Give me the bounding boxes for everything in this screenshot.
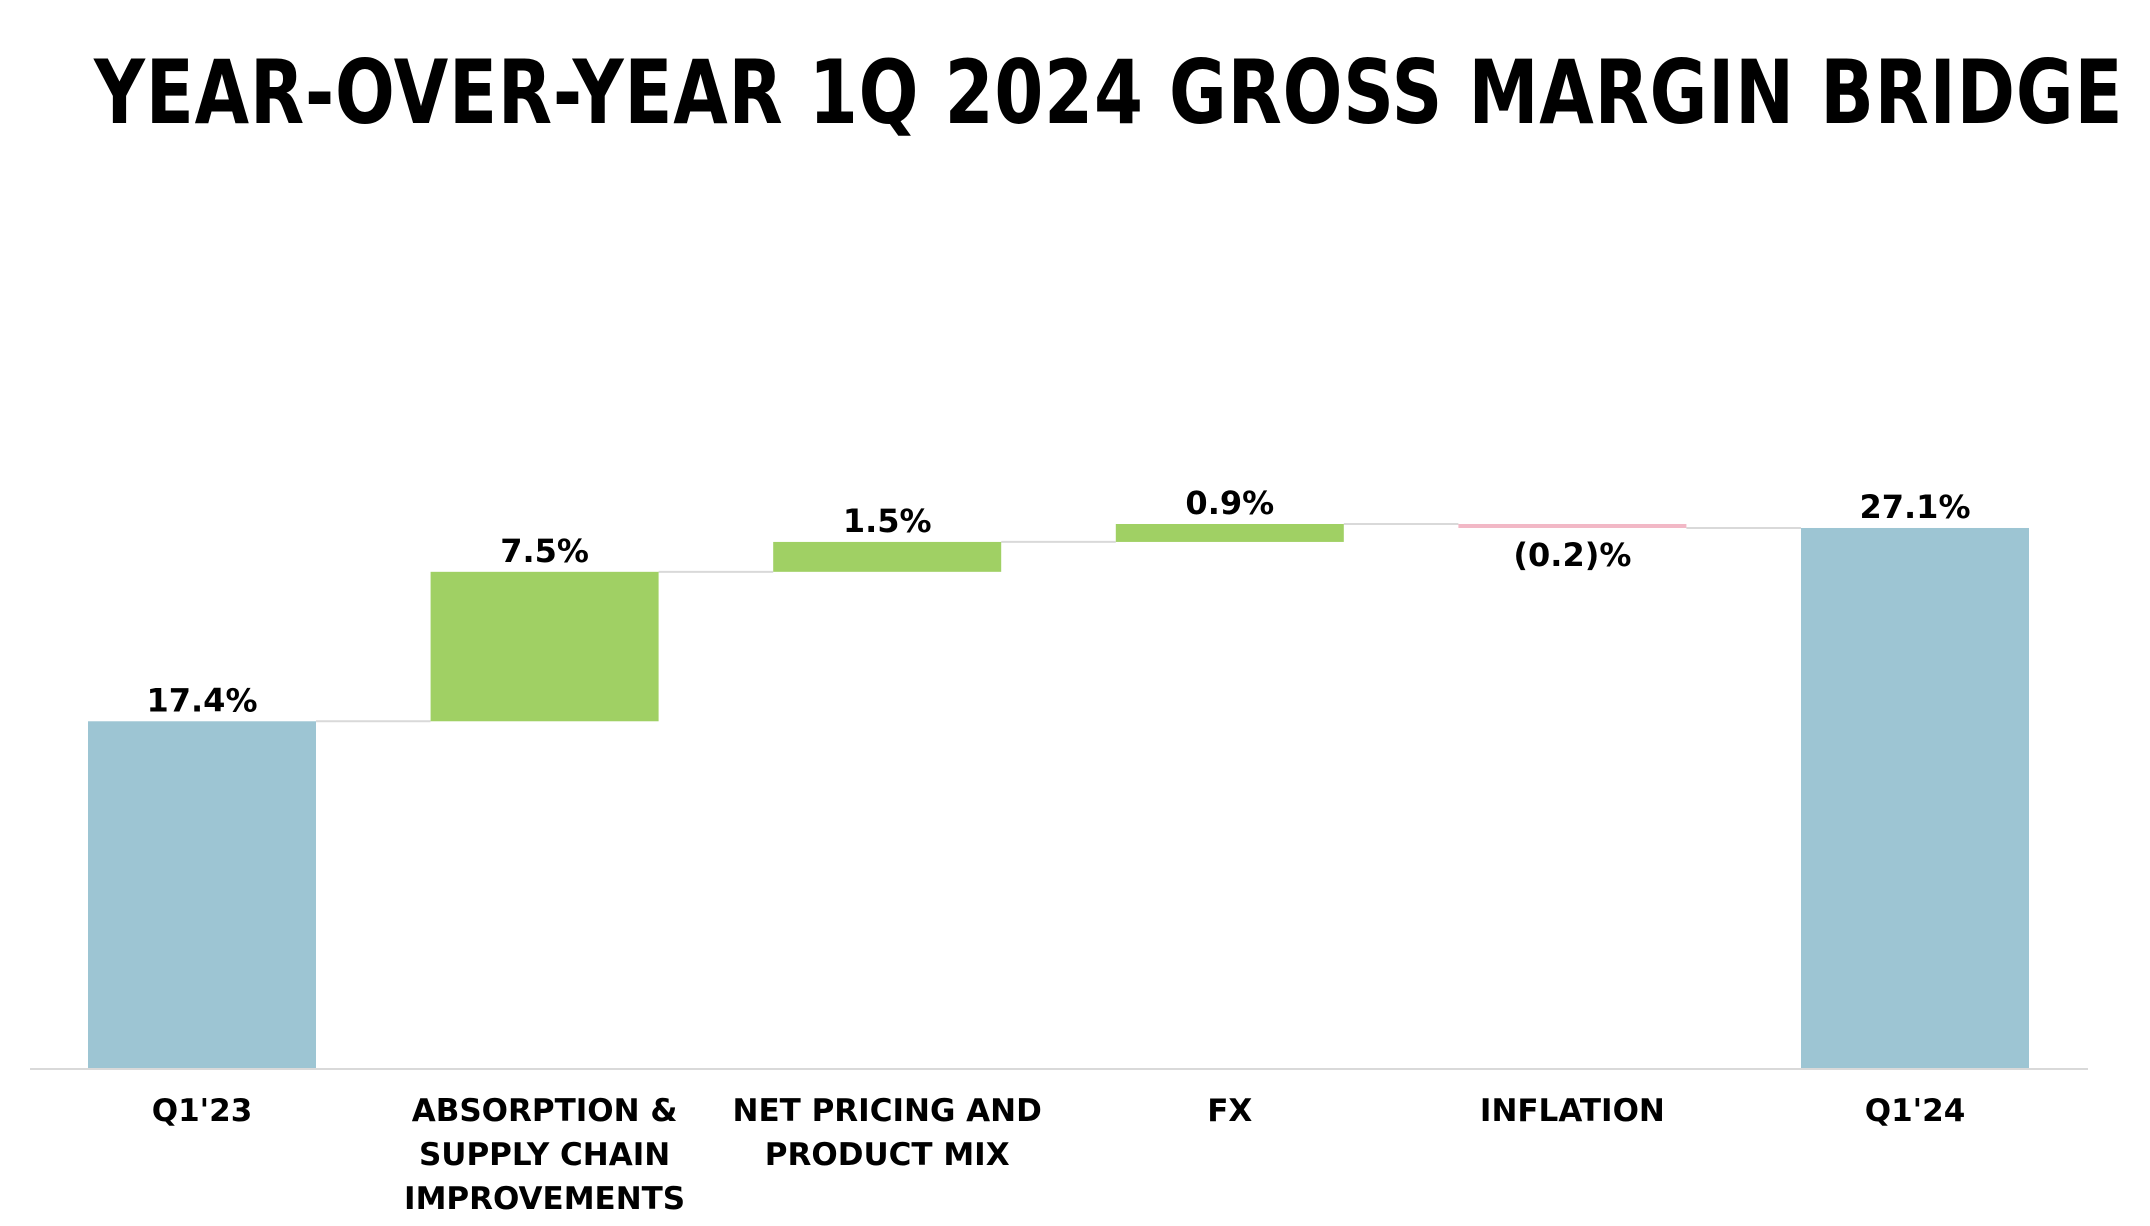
chart-bars bbox=[88, 524, 2029, 1068]
category-label-1-2: IMPROVEMENTS bbox=[404, 1181, 685, 1217]
category-label-2-1: PRODUCT MIX bbox=[765, 1137, 1010, 1173]
bar-0 bbox=[88, 721, 316, 1068]
category-label-5-0: Q1'24 bbox=[1865, 1093, 1966, 1129]
value-label-5: 27.1% bbox=[1859, 488, 1970, 526]
bar-2 bbox=[773, 541, 1002, 572]
value-label-0: 17.4% bbox=[146, 681, 257, 719]
bar-3 bbox=[1115, 524, 1344, 542]
category-label-1-0: ABSORPTION & bbox=[412, 1093, 678, 1129]
category-label-0-0: Q1'23 bbox=[152, 1093, 253, 1129]
value-label-1: 7.5% bbox=[500, 532, 589, 570]
category-label-1-1: SUPPLY CHAIN bbox=[419, 1137, 670, 1173]
category-labels: Q1'23 ABSORPTION & SUPPLY CHAIN IMPROVEMENT… bbox=[152, 1093, 1966, 1217]
value-label-3: 0.9% bbox=[1185, 484, 1274, 522]
value-label-4: (0.2)% bbox=[1513, 536, 1631, 574]
bar-4 bbox=[1458, 524, 1687, 528]
page-title: YEAR-OVER-YEAR 1Q 2024 GROSS MARGIN BRID… bbox=[94, 41, 2124, 144]
bar-1 bbox=[430, 571, 659, 722]
value-label-2: 1.5% bbox=[843, 502, 932, 540]
category-label-2-0: NET PRICING AND bbox=[733, 1093, 1042, 1129]
connector-lines bbox=[316, 523, 1801, 723]
category-label-4-0: INFLATION bbox=[1480, 1093, 1665, 1129]
bar-5 bbox=[1801, 527, 2029, 1068]
category-label-3-0: FX bbox=[1207, 1093, 1252, 1129]
value-labels: 17.4% 7.5% 1.5% 0.9% (0.2)% 27.1% bbox=[146, 484, 1970, 719]
